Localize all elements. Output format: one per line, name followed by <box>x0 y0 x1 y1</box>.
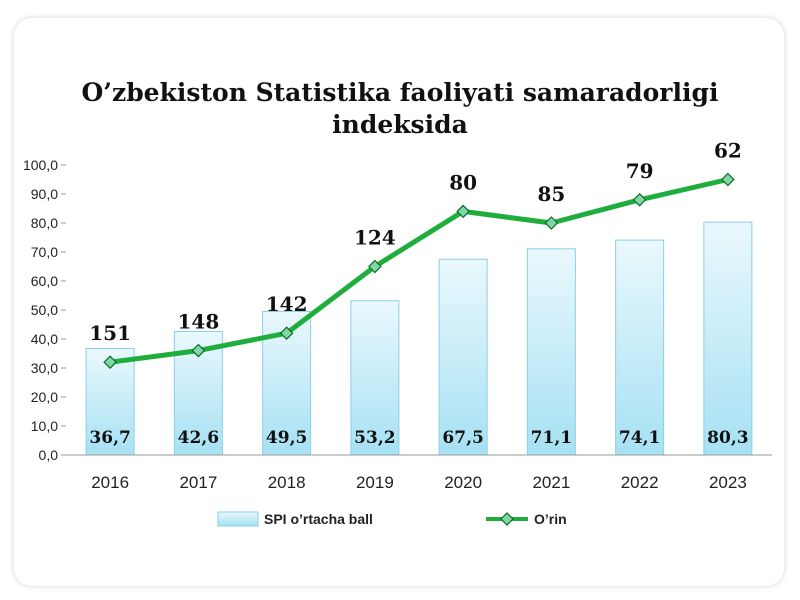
line-value-label: 80 <box>449 170 477 194</box>
y-tick-label: 90,0 <box>31 186 58 202</box>
legend-line-label: O’rin <box>534 511 567 527</box>
x-tick-label: 2018 <box>268 473 306 492</box>
chart-title-line-2: indeksida <box>332 110 468 139</box>
line-value-label: 62 <box>714 139 742 163</box>
y-tick-label: 20,0 <box>31 389 58 405</box>
line-point-2019 <box>368 259 382 274</box>
x-tick-label: 2016 <box>91 473 129 492</box>
line-value-label: 124 <box>354 226 396 250</box>
y-tick-label: 70,0 <box>31 244 58 260</box>
y-tick-label: 50,0 <box>31 302 58 318</box>
bar-value-label: 53,2 <box>354 428 395 448</box>
bar-2019 <box>350 300 400 456</box>
line-point-2022 <box>632 192 647 207</box>
bar-value-label: 80,3 <box>707 428 748 448</box>
x-tick-label: 2022 <box>621 473 659 492</box>
y-tick-label: 40,0 <box>31 331 58 347</box>
line-point-2021 <box>544 216 559 230</box>
bar-value-label: 74,1 <box>619 428 660 448</box>
line-point-2018 <box>279 326 294 341</box>
y-tick-label: 10,0 <box>31 418 58 434</box>
bar-value-label: 36,7 <box>89 428 130 448</box>
bar-value-label: 42,6 <box>178 428 219 448</box>
line-point-2016 <box>103 355 117 370</box>
chart-title-line-1: O’zbekiston Statistika faoliyati samarad… <box>82 78 719 107</box>
bar-2023 <box>703 221 753 456</box>
bar-value-label: 67,5 <box>442 428 483 448</box>
x-tick-label: 2023 <box>709 473 747 492</box>
line-value-label: 85 <box>537 182 565 206</box>
line-point-2020 <box>456 204 470 219</box>
x-tick-label: 2019 <box>356 473 394 492</box>
bar-2021 <box>526 248 576 456</box>
line-value-label: 142 <box>266 292 308 316</box>
line-point-2017 <box>191 343 206 358</box>
line-value-label: 151 <box>89 321 131 345</box>
x-tick-label: 2021 <box>532 473 570 492</box>
line-point-2023 <box>721 172 735 187</box>
bar-2022 <box>615 239 665 456</box>
y-tick-label: 80,0 <box>31 215 58 231</box>
bar-2020 <box>438 258 488 456</box>
y-tick-label: 60,0 <box>31 273 58 289</box>
legend-bar-swatch <box>217 511 259 527</box>
legend-line-marker <box>500 512 514 526</box>
y-tick-label: 0,0 <box>39 447 59 463</box>
y-tick-label: 30,0 <box>31 360 58 376</box>
x-tick-label: 2020 <box>444 473 482 492</box>
line-value-label: 148 <box>178 310 220 334</box>
legend-bar-label: SPI o’rtacha ball <box>264 511 373 527</box>
x-tick-label: 2017 <box>179 473 217 492</box>
y-tick-label: 100,0 <box>23 157 58 173</box>
bar-value-label: 71,1 <box>531 428 572 448</box>
bar-value-label: 49,5 <box>266 428 307 448</box>
line-value-label: 79 <box>626 159 654 183</box>
series-line-orin <box>109 177 729 365</box>
